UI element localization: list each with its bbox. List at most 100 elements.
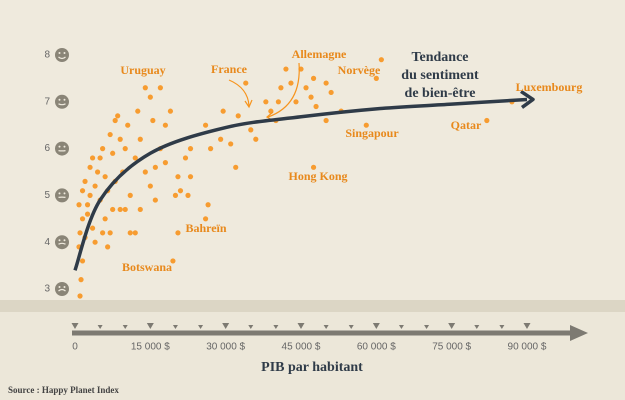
country-label: Singapour (345, 126, 399, 140)
point (328, 89, 334, 96)
smiley-face (55, 141, 69, 156)
point (162, 160, 168, 166)
country-label: Qatar (451, 118, 482, 132)
smiley-eye (63, 192, 66, 195)
point (150, 117, 156, 124)
point (107, 131, 113, 138)
x-tick-label: 75 000 $ (432, 342, 471, 353)
point (293, 99, 299, 105)
point (92, 239, 98, 245)
point (167, 108, 174, 114)
point (87, 192, 93, 198)
point (484, 117, 490, 124)
point (152, 197, 158, 203)
minor-tick (122, 325, 128, 329)
point (308, 94, 314, 100)
x-axis-arrowhead (570, 325, 588, 341)
trend-label: du sentiment (401, 68, 479, 83)
point (132, 155, 138, 161)
x-tick-label: 30 000 $ (206, 342, 245, 353)
smiley (55, 282, 69, 296)
point (84, 202, 91, 208)
minor-tick (474, 325, 480, 329)
point (177, 188, 184, 194)
smiley-mouth (58, 288, 66, 292)
point (298, 66, 304, 72)
smiley-eye (58, 286, 61, 288)
point (89, 225, 96, 231)
point (117, 206, 123, 213)
point (102, 216, 108, 222)
smiley-eye (63, 145, 66, 148)
point (310, 75, 317, 81)
smiley-eye (58, 239, 61, 242)
point (175, 174, 181, 180)
smiley (55, 141, 69, 156)
point (82, 178, 88, 184)
arrowhead (244, 99, 253, 109)
y-tick-label: 3 (44, 284, 50, 295)
point (373, 75, 379, 81)
major-tick (146, 323, 154, 329)
point (220, 108, 226, 114)
smiley-eye (58, 52, 61, 54)
point (77, 293, 83, 299)
point (100, 230, 106, 236)
point (95, 169, 101, 175)
point (288, 80, 294, 86)
country-label: Allemagne (292, 47, 347, 61)
point (117, 136, 123, 142)
smiley-eye (63, 98, 66, 101)
source: Source : Happy Planet Index (8, 385, 119, 395)
smiley-face (55, 188, 69, 203)
point (268, 108, 274, 114)
smiley (55, 188, 69, 203)
point (87, 164, 93, 170)
smiley-face (55, 235, 69, 250)
band (0, 300, 625, 312)
x-tick-label: 15 000 $ (131, 342, 170, 353)
minor-tick (97, 325, 103, 329)
point (233, 164, 239, 170)
point (142, 85, 148, 91)
major-tick (222, 323, 230, 329)
smiley (55, 48, 69, 62)
point (187, 174, 194, 180)
country-label: Norvège (338, 63, 381, 77)
x-tick-label: 90 000 $ (508, 342, 547, 353)
point (182, 155, 189, 161)
country-label: France (211, 62, 248, 76)
point (84, 211, 91, 217)
smiley (55, 235, 69, 250)
point (79, 258, 86, 264)
point (105, 244, 111, 250)
point (253, 136, 259, 142)
smiley-face (55, 94, 69, 109)
smiley-face (55, 48, 69, 62)
point (152, 164, 158, 170)
point (97, 155, 103, 161)
point (185, 192, 191, 198)
point (157, 85, 163, 91)
x-tick-label: 0 (72, 342, 78, 353)
point (162, 122, 168, 128)
point (303, 85, 309, 91)
point (102, 174, 108, 180)
point (248, 127, 254, 133)
point (122, 146, 128, 152)
point (89, 155, 96, 161)
point (323, 80, 329, 86)
smiley-eye (63, 286, 66, 288)
country-label: Bahreïn (185, 221, 226, 235)
country-label: Uruguay (120, 63, 165, 77)
minor-tick (172, 325, 178, 329)
y-tick-label: 8 (44, 50, 50, 61)
smiley-eye (58, 98, 61, 101)
point (218, 136, 224, 142)
point (77, 230, 83, 236)
point (263, 99, 269, 105)
smiley-mouth (58, 56, 66, 60)
country-label: Botswana (122, 260, 172, 274)
minor-tick (348, 325, 354, 329)
